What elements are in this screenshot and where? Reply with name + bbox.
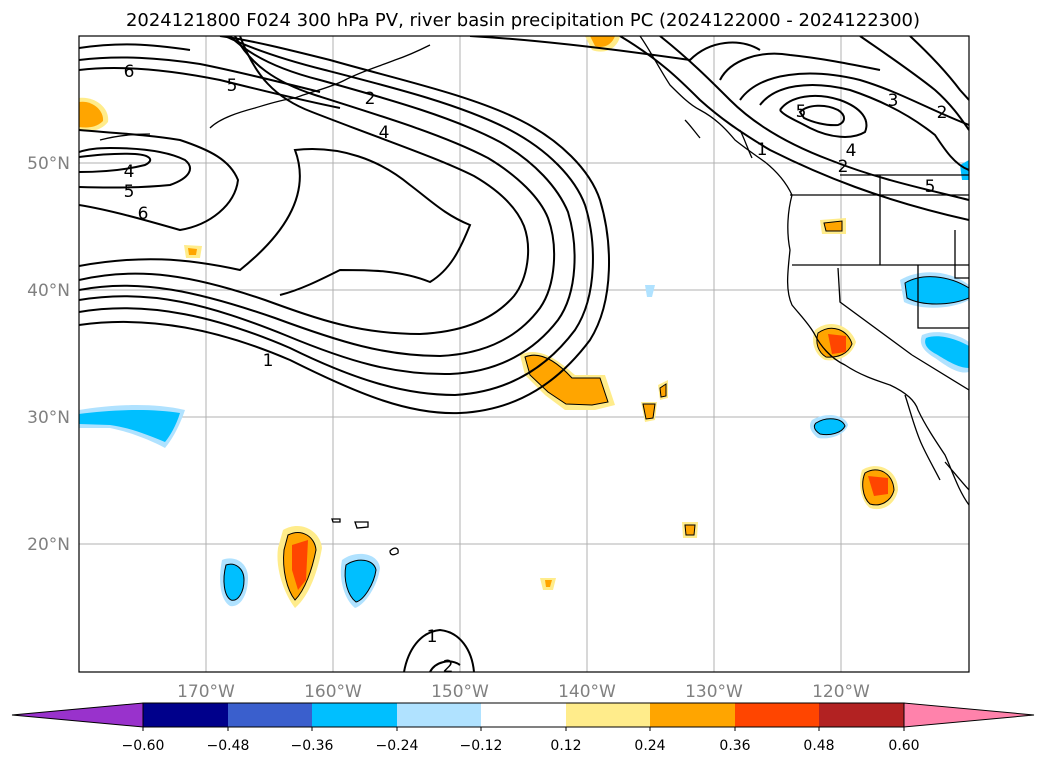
colorbar: −0.60 −0.48 −0.36 −0.24 −0.12 0.12 0.24 0.36 0.4… [11, 702, 1035, 754]
colorbar-tick-label: −0.48 [207, 738, 250, 754]
pv-contours [79, 36, 969, 672]
pv-label: 6 [138, 204, 149, 224]
pv-label: 1 [263, 351, 274, 371]
lat-tick-label: 50°N [27, 154, 70, 174]
colorbar-tick-label: −0.36 [291, 738, 334, 754]
pv-label: 5 [925, 177, 936, 197]
colorbar-tick-label: −0.12 [460, 738, 503, 754]
lat-tick-labels: 50°N 40°N 30°N 20°N [27, 154, 70, 555]
colorbar-segment [397, 703, 481, 727]
colorbar-segment [312, 703, 397, 727]
pv-label: 4 [379, 123, 390, 143]
pv-label: 5 [227, 76, 238, 96]
map-panel: 6 5 2 4 4 5 6 1 1 2 5 3 2 4 5 2 1 [78, 35, 970, 677]
colorbar-segment [650, 703, 735, 727]
colorbar-tick-label: 0.36 [719, 738, 750, 754]
colorbar-tick-label: 0.48 [803, 738, 834, 754]
colorbar-segment [481, 703, 566, 727]
colorbar-extend-min [11, 702, 144, 728]
lon-tick-label: 150°W [431, 682, 489, 702]
pv-label: 2 [443, 657, 454, 677]
colorbar-segment [143, 703, 228, 727]
lon-tick-label: 140°W [558, 682, 616, 702]
colorbar-segment [566, 703, 650, 727]
lat-tick-label: 20°N [27, 535, 70, 555]
colorbar-segment [228, 703, 312, 727]
pv-label: 4 [846, 141, 857, 161]
pv-label: 2 [365, 89, 376, 109]
coastlines [99, 36, 969, 556]
pv-label: 5 [796, 102, 807, 122]
lon-tick-labels: 170°W 160°W 150°W 140°W 130°W 120°W [177, 682, 870, 702]
pv-label: 3 [888, 91, 899, 111]
pv-label: 1 [757, 140, 768, 160]
lat-tick-label: 40°N [27, 281, 70, 301]
colorbar-tick-label: 0.12 [550, 738, 581, 754]
colorbar-extend-max [903, 702, 1035, 728]
colorbar-outline [142, 702, 905, 728]
pv-label: 1 [427, 627, 438, 647]
lon-tick-label: 130°W [685, 682, 743, 702]
pv-label: 4 [124, 162, 135, 182]
pv-label: 2 [937, 103, 948, 123]
colorbar-tick-label: −0.24 [376, 738, 419, 754]
colorbar-tick-label: −0.60 [122, 738, 165, 754]
colorbar-segment [735, 703, 819, 727]
pv-contour-labels: 6 5 2 4 4 5 6 1 1 2 5 3 2 4 5 2 1 [124, 62, 948, 677]
colorbar-segment [819, 703, 904, 727]
colorbar-tick-label: 0.24 [634, 738, 665, 754]
lon-tick-label: 170°W [177, 682, 235, 702]
negative-precip-areas [79, 160, 969, 608]
lon-tick-label: 120°W [812, 682, 870, 702]
colorbar-tick-label: 0.60 [888, 738, 919, 754]
lon-tick-label: 160°W [304, 682, 362, 702]
lat-tick-label: 30°N [27, 408, 70, 428]
pv-label: 2 [838, 157, 849, 177]
chart-title: 2024121800 F024 300 hPa PV, river basin … [126, 10, 920, 31]
pv-label: 6 [124, 62, 135, 82]
pv-label: 5 [124, 182, 135, 202]
